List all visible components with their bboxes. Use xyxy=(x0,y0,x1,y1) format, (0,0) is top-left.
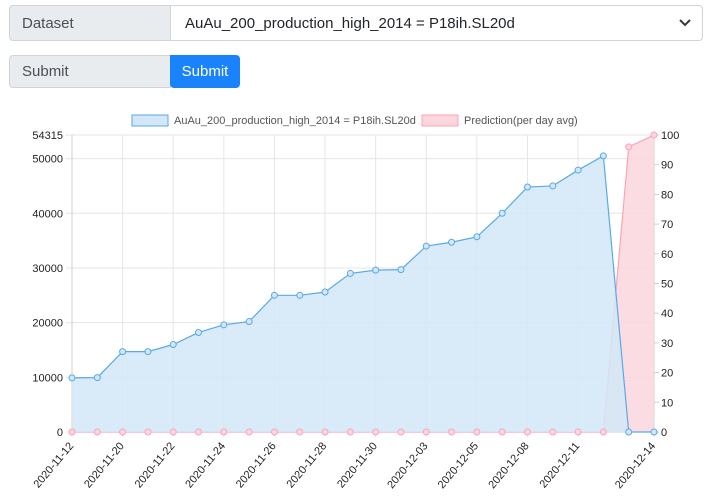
data-point xyxy=(549,182,557,190)
data-point xyxy=(346,428,354,436)
legend-swatch xyxy=(131,114,169,127)
y-left-tick-label: 54315 xyxy=(32,130,63,142)
y-right-tick-label: 20 xyxy=(661,368,673,380)
y-right-tick-label: 80 xyxy=(661,189,673,201)
data-point xyxy=(574,428,582,436)
x-tick-label: 2020-11-24 xyxy=(183,440,228,490)
data-point xyxy=(372,266,380,274)
data-point xyxy=(523,183,531,191)
x-tick-label: 2020-11-20 xyxy=(82,440,127,490)
y-right-tick-label: 0 xyxy=(661,427,667,439)
submit-label: Submit xyxy=(9,55,171,88)
series-line xyxy=(71,154,654,433)
data-point xyxy=(220,321,228,329)
data-point xyxy=(625,428,633,436)
y-left-tick-label: 10000 xyxy=(32,372,63,384)
data-point xyxy=(93,428,101,436)
y-left-tick-label: 40000 xyxy=(32,208,63,220)
data-point xyxy=(245,318,253,326)
y-right-tick-label: 50 xyxy=(661,279,673,291)
x-tick-label: 2020-11-28 xyxy=(285,440,330,490)
y-axis-right: 0 10 20 30 40 50 60 70 80 90 100 xyxy=(654,130,679,439)
legend-swatch xyxy=(421,114,459,127)
data-point xyxy=(68,428,76,436)
x-tick-label: 2020-11-22 xyxy=(133,440,178,490)
data-point xyxy=(195,328,203,336)
submit-row: Submit Submit xyxy=(9,55,240,88)
data-point xyxy=(296,291,304,299)
data-point xyxy=(68,374,76,382)
data-point xyxy=(144,348,152,356)
data-point xyxy=(144,428,152,436)
data-point xyxy=(422,242,430,250)
y-right-tick-label: 100 xyxy=(661,130,679,142)
data-point xyxy=(574,166,582,174)
dataset-row: Dataset AuAu_200_production_high_2014 = … xyxy=(9,5,703,41)
data-point xyxy=(498,209,506,217)
data-point xyxy=(346,269,354,277)
x-axis: 2020-11-12 2020-11-20 2020-11-22 2020-11-24… xyxy=(31,440,658,491)
data-point xyxy=(650,131,658,139)
y-right-tick-label: 30 xyxy=(661,338,673,350)
y-right-tick-label: 70 xyxy=(661,219,673,231)
data-point xyxy=(245,428,253,436)
data-point xyxy=(169,341,177,349)
submit-button[interactable]: Submit xyxy=(170,55,240,88)
data-point xyxy=(498,428,506,436)
x-tick-label: 2020-12-14 xyxy=(613,440,658,491)
dataset-label: Dataset xyxy=(9,5,171,41)
dataset-select[interactable]: AuAu_200_production_high_2014 = P18ih.SL… xyxy=(171,5,703,41)
data-point xyxy=(321,428,329,436)
y-right-tick-label: 90 xyxy=(661,160,673,172)
x-tick-label: 2020-12-05 xyxy=(436,440,481,491)
data-point xyxy=(270,428,278,436)
data-point xyxy=(473,428,481,436)
data-point xyxy=(422,428,430,436)
data-point xyxy=(270,291,278,299)
data-point xyxy=(321,288,329,296)
data-point xyxy=(448,238,456,246)
x-tick-label: 2020-12-03 xyxy=(385,440,430,491)
y-left-tick-label: 50000 xyxy=(32,154,63,166)
data-point xyxy=(93,374,101,382)
data-point xyxy=(599,152,607,160)
chevron-down-icon xyxy=(679,19,691,27)
data-point xyxy=(296,428,304,436)
y-axis-left: 0 10000 20000 30000 40000 50000 54315 xyxy=(32,130,63,439)
data-point xyxy=(625,143,633,151)
y-right-tick-label: 40 xyxy=(661,308,673,320)
x-tick-label: 2020-12-11 xyxy=(538,440,583,490)
data-point xyxy=(448,428,456,436)
data-point xyxy=(195,428,203,436)
usage-chart: AuAu_200_production_high_2014 = P18ih.SL… xyxy=(31,114,679,491)
data-point xyxy=(523,428,531,436)
y-left-tick-label: 30000 xyxy=(32,263,63,275)
legend-label: Prediction(per day avg) xyxy=(464,115,578,127)
x-tick-label: 2020-11-12 xyxy=(31,440,76,490)
data-point xyxy=(549,428,557,436)
legend-label: AuAu_200_production_high_2014 = P18ih.SL… xyxy=(174,115,416,127)
data-point xyxy=(397,266,405,274)
y-right-tick-label: 60 xyxy=(661,249,673,261)
y-left-tick-label: 20000 xyxy=(32,318,63,330)
x-tick-label: 2020-11-30 xyxy=(335,440,380,490)
x-tick-label: 2020-11-26 xyxy=(234,440,279,490)
data-point xyxy=(650,428,658,436)
x-tick-label: 2020-12-08 xyxy=(486,440,531,491)
data-point xyxy=(119,348,127,356)
data-point xyxy=(169,428,177,436)
plot-area xyxy=(68,131,658,436)
data-point xyxy=(397,428,405,436)
data-point xyxy=(220,428,228,436)
data-point xyxy=(599,428,607,436)
chart-legend: AuAu_200_production_high_2014 = P18ih.SL… xyxy=(131,114,578,127)
data-point xyxy=(372,428,380,436)
y-left-tick-label: 0 xyxy=(57,427,63,439)
data-point xyxy=(119,428,127,436)
data-point xyxy=(473,233,481,241)
y-right-tick-label: 10 xyxy=(661,397,673,409)
series-area xyxy=(72,155,654,432)
dataset-select-value: AuAu_200_production_high_2014 = P18ih.SL… xyxy=(185,14,515,32)
